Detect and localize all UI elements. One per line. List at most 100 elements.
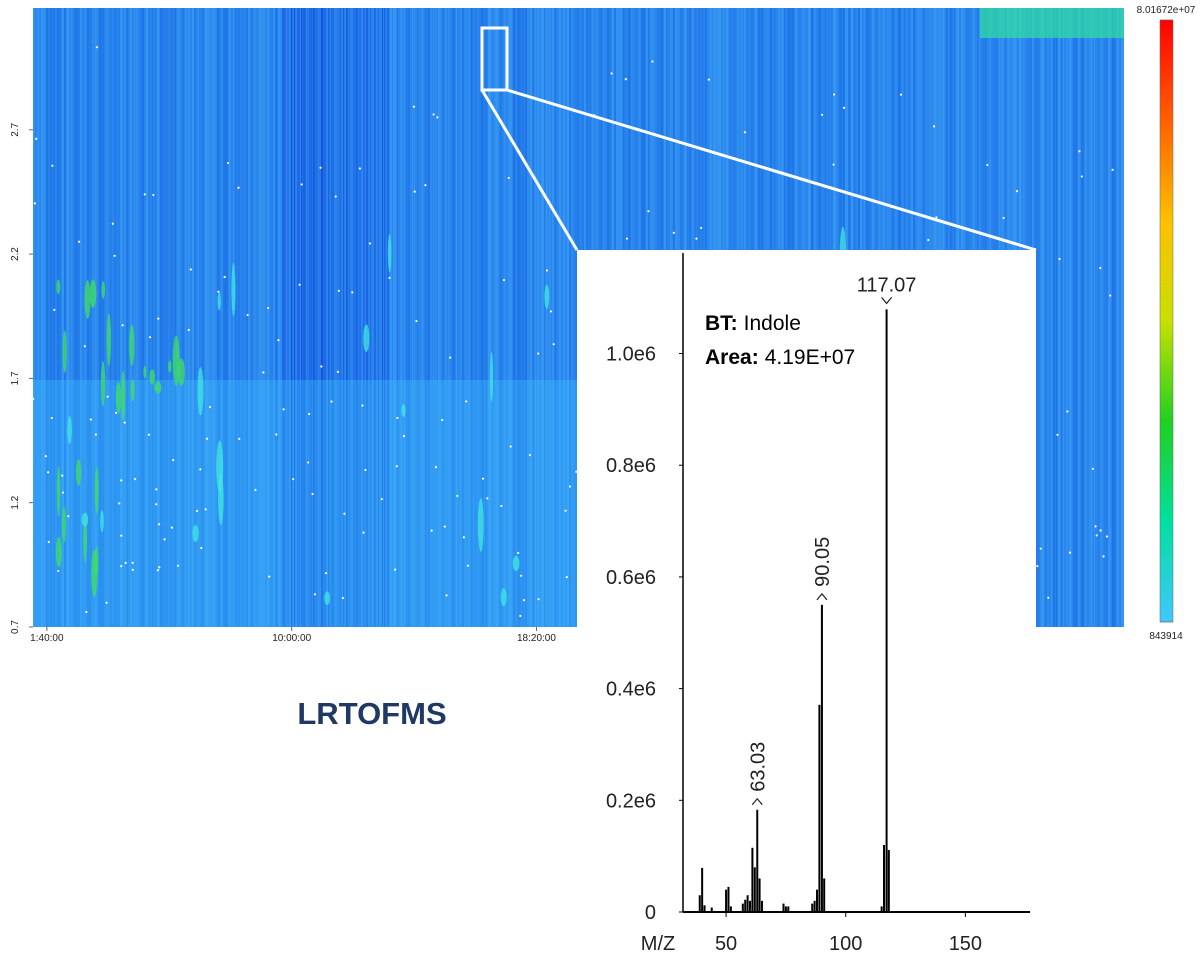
heatmap-streak — [74, 8, 77, 627]
heatmap-streak — [414, 8, 416, 627]
peak-bar — [816, 889, 819, 912]
heatmap-dot — [388, 276, 391, 279]
heatmap-dot — [238, 437, 241, 440]
peak-bar — [701, 867, 704, 912]
heatmap-streak — [106, 8, 109, 627]
x-tick-label: 150 — [949, 933, 982, 955]
heatmap-dot — [118, 502, 121, 505]
y-tick-label: 0.4e6 — [606, 679, 656, 701]
heatmap-dot — [1068, 551, 1072, 554]
heatmap-dot — [415, 319, 418, 323]
heatmap-streak — [64, 8, 67, 627]
heatmap-dot — [114, 411, 118, 414]
heatmap-streak — [387, 8, 389, 627]
heatmap-streak — [442, 8, 445, 627]
heatmap-dot — [187, 328, 190, 332]
heatmap-streak — [370, 8, 372, 627]
heatmap-streak — [254, 8, 256, 627]
heatmap-dot — [396, 416, 399, 420]
heatmap-streak — [1073, 8, 1075, 627]
heatmap-streak — [1063, 8, 1065, 627]
heatmap-streak — [41, 8, 44, 627]
heatmap-streak — [124, 8, 127, 627]
heatmap-streak — [273, 8, 275, 627]
heatmap-dot — [456, 494, 459, 498]
heatmap-streak — [248, 8, 250, 627]
heatmap-dot — [85, 610, 88, 614]
heatmap-streak — [417, 8, 419, 627]
heatmap-dot — [94, 433, 97, 436]
heatmap-dot — [44, 455, 47, 458]
heatmap-streak — [182, 8, 184, 627]
heatmap-streak — [563, 8, 566, 627]
heatmap-dot — [462, 536, 465, 539]
heatmap-dot — [832, 163, 835, 166]
heatmap-dot — [625, 237, 629, 240]
heatmap-dot — [1080, 175, 1083, 178]
heatmap-streak — [333, 8, 335, 627]
heatmap-dot — [343, 512, 346, 515]
heatmap-streak — [1040, 8, 1043, 627]
peak-bar — [710, 907, 713, 912]
heatmap-dot — [402, 435, 406, 438]
heatmap-streak — [1081, 8, 1084, 627]
heatmap-dot — [170, 526, 173, 529]
heatmap-peak — [154, 381, 162, 394]
heatmap-dot — [481, 477, 485, 480]
peak-bar — [698, 895, 701, 912]
heatmap-streak — [315, 8, 318, 627]
heatmap-streak — [433, 8, 435, 627]
heatmap-streak — [527, 8, 530, 627]
heatmap-dot — [986, 163, 989, 167]
heatmap-peak — [477, 498, 484, 552]
heatmap-dot — [364, 468, 367, 472]
peak-bar — [787, 906, 790, 912]
heatmap-dot — [237, 186, 240, 189]
heatmap-streak — [84, 8, 87, 627]
heatmap-streak — [155, 8, 157, 627]
heatmap-dot — [61, 491, 65, 494]
heatmap-dot — [148, 336, 152, 339]
heatmap-streak — [68, 8, 70, 627]
heatmap-dot — [51, 164, 54, 167]
heatmap-streak — [174, 8, 177, 627]
heatmap-streak — [214, 8, 217, 627]
heatmap-streak — [1117, 8, 1119, 627]
heatmap-streak — [346, 8, 348, 627]
heatmap-dot — [147, 433, 151, 436]
heatmap-dot — [120, 479, 123, 482]
annotation: BT: Indole — [705, 312, 801, 335]
heatmap-dot — [647, 210, 650, 213]
heatmap-dot — [47, 540, 50, 544]
heatmap-streak — [242, 8, 244, 627]
heatmap-dot — [217, 290, 220, 293]
heatmap-peak — [231, 262, 236, 317]
heatmap-dot — [172, 459, 175, 462]
heatmap-dot — [120, 565, 123, 568]
colorbar-label: 843914 — [1149, 631, 1183, 642]
heatmap-streak — [519, 8, 522, 627]
heatmap-dot — [292, 477, 295, 481]
y-tick-label: 1.7 — [10, 371, 21, 385]
heatmap-peak — [56, 279, 61, 295]
heatmap-dot — [189, 268, 192, 271]
peak-bar — [823, 878, 826, 912]
heatmap-dot — [1094, 525, 1097, 528]
heatmap-dot — [300, 183, 303, 186]
peak-marker — [816, 592, 828, 601]
heatmap-streak — [37, 8, 40, 627]
heatmap-glow — [980, 8, 1124, 38]
peak-marker — [751, 797, 763, 806]
heatmap-dot — [337, 289, 340, 292]
heatmap-dot — [519, 574, 523, 577]
heatmap-dot — [1099, 266, 1102, 270]
heatmap-streak — [430, 8, 432, 627]
heatmap-streak — [1100, 8, 1103, 627]
zoom-line — [506, 88, 1037, 252]
heatmap-streak — [481, 8, 484, 627]
heatmap-streak — [294, 8, 296, 627]
heatmap-streak — [89, 8, 92, 627]
heatmap-streak — [1056, 8, 1058, 627]
heatmap-peak — [130, 379, 135, 402]
